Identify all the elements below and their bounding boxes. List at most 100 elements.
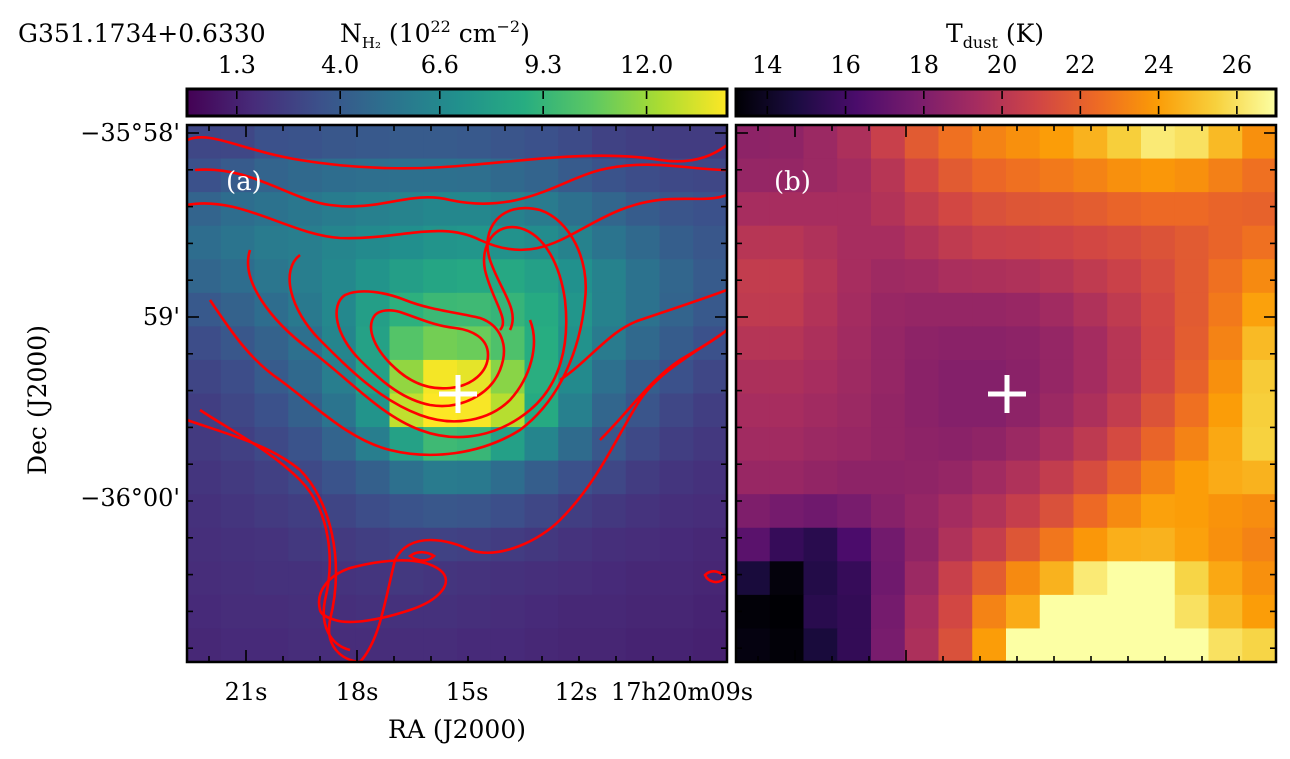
heatmap-cell (187, 494, 222, 529)
heatmap-cell (220, 494, 256, 529)
heatmap-cell (592, 259, 627, 294)
heatmap-cell (659, 393, 694, 428)
heatmap-cell (972, 125, 1007, 160)
heatmap-cell (1039, 594, 1075, 630)
heatmap-cell (355, 494, 391, 529)
heatmap-cell (693, 393, 727, 428)
heatmap-cell (625, 326, 661, 361)
colorbar-tick-label: 9.3 (524, 51, 562, 79)
heatmap-cell (1073, 494, 1108, 529)
heatmap-cell (1141, 460, 1176, 495)
heatmap-cell (625, 259, 661, 294)
heatmap-cell (736, 359, 771, 395)
heatmap-cell (803, 359, 838, 395)
heatmap-cell (423, 527, 458, 562)
heatmap-cell (558, 594, 593, 630)
heatmap-cell (1141, 561, 1176, 596)
heatmap-cell (803, 192, 838, 227)
heatmap-cell (938, 594, 973, 630)
heatmap-cell (1208, 225, 1243, 260)
heatmap-cell (803, 225, 838, 260)
heatmap-cell (659, 594, 694, 630)
contour-right-arm-2 (599, 329, 727, 441)
heatmap-cell (592, 359, 627, 395)
heatmap-cell (769, 192, 805, 227)
heatmap-cell (524, 494, 559, 529)
heatmap-cell (904, 158, 940, 193)
heatmap-cell (187, 359, 222, 395)
dec-tick-label-59: 59' (143, 303, 180, 331)
heatmap-cell (457, 527, 492, 562)
heatmap-cell (938, 326, 973, 361)
heatmap-cell (490, 594, 526, 630)
heatmap-cell (659, 125, 694, 160)
heatmap-cell (1107, 192, 1142, 227)
heatmap-cell (693, 125, 727, 160)
heatmap-cell (254, 494, 289, 529)
heatmap-cell (187, 561, 222, 596)
heatmap-cell (389, 628, 424, 662)
heatmap-cell (1141, 158, 1176, 193)
heatmap-cell (803, 561, 838, 596)
heatmap-cell (1174, 527, 1210, 562)
heatmap-cell (355, 192, 391, 227)
heatmap-cell (423, 125, 458, 160)
heatmap-cell (904, 594, 940, 630)
heatmap-cell (322, 393, 357, 428)
heatmap-cell (736, 427, 771, 462)
heatmap-cell (1006, 427, 1041, 462)
heatmap-cell (837, 427, 872, 462)
heatmap-cell (558, 427, 593, 462)
heatmap-cell (1107, 125, 1142, 160)
heatmap-cell (1039, 259, 1075, 294)
heatmap-cell (769, 259, 805, 294)
heatmap-cell (1141, 393, 1176, 428)
heatmap-cell (288, 494, 323, 529)
heatmap-cell (659, 527, 694, 562)
heatmap-cell (1073, 594, 1108, 630)
heatmap-cell (625, 125, 661, 160)
heatmap-cell (1242, 628, 1276, 662)
heatmap-cell (1006, 158, 1041, 193)
contour-level-2 (194, 163, 727, 208)
heatmap-cell (524, 326, 559, 361)
heatmap-cell (254, 326, 289, 361)
heatmap-cell (803, 460, 838, 495)
colorbar-a (185, 87, 729, 118)
heatmap-cell (524, 561, 559, 596)
heatmap-cell (592, 561, 627, 596)
heatmap-cell (837, 561, 872, 596)
heatmap-cell (769, 359, 805, 395)
heatmap-cell (803, 594, 838, 630)
heatmap-cell (558, 393, 593, 428)
heatmap-cell (254, 225, 289, 260)
heatmap-cell (220, 292, 256, 327)
heatmap-cell (1174, 460, 1210, 495)
heatmap-cell (1006, 561, 1041, 596)
heatmap-cell (803, 259, 838, 294)
heatmap-cell (625, 427, 661, 462)
heatmap-cell (389, 460, 424, 495)
heatmap-cell (490, 326, 526, 361)
heatmap-cell (592, 225, 627, 260)
heatmap-cell (423, 259, 458, 294)
heatmap-cell (1073, 393, 1108, 428)
heatmap-cell (769, 427, 805, 462)
heatmap-cell (322, 259, 357, 294)
heatmap-cell (1174, 158, 1210, 193)
heatmap-cell (558, 527, 593, 562)
heatmap-cell (187, 192, 222, 227)
heatmap-cell (938, 494, 973, 529)
heatmap-cell (769, 158, 805, 193)
colorbar-a-tick-labels: 1.3 4.0 6.6 9.3 12.0 (218, 51, 674, 79)
heatmap-cell (1006, 326, 1041, 361)
heatmap-cell (592, 494, 627, 529)
heatmap-cell (1107, 427, 1142, 462)
heatmap-cell (220, 594, 256, 630)
heatmap-cell (693, 561, 727, 596)
heatmap-cell (871, 460, 906, 495)
heatmap-cell (254, 393, 289, 428)
heatmap-cell (904, 125, 940, 160)
colorbar-b (734, 87, 1278, 118)
